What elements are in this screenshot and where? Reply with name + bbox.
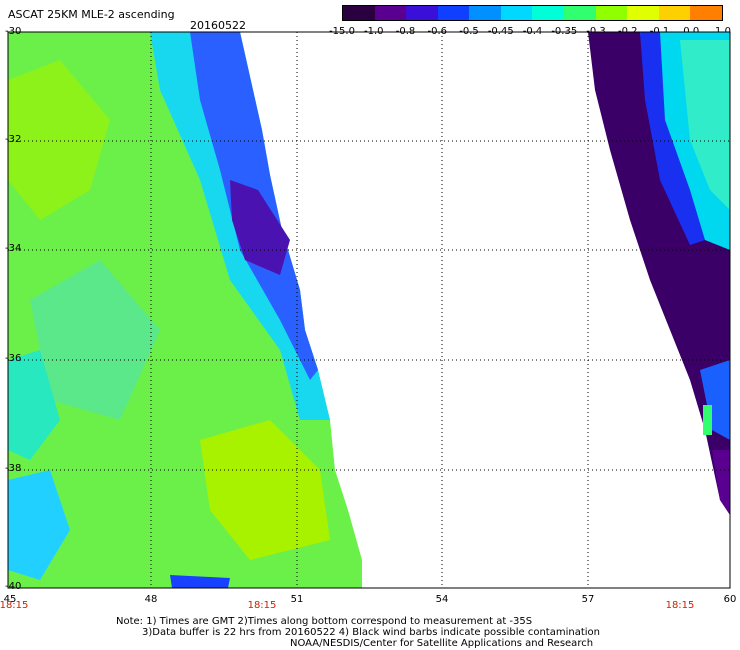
grid-lines <box>8 32 730 588</box>
lat-label-36: -36 <box>5 353 22 364</box>
lon-label-60: 60 <box>723 594 737 605</box>
colorbar-segment <box>437 6 470 20</box>
lon-label-57: 57 <box>581 594 595 605</box>
right-swath <box>588 32 730 515</box>
colorbar-segment <box>374 6 407 20</box>
lat-label-32: -32 <box>5 134 22 145</box>
note-line-2: 3)Data buffer is 22 hrs from 20160522 4)… <box>142 627 600 638</box>
product-date: 20160522 <box>190 19 246 32</box>
lat-label-34: -34 <box>5 243 22 254</box>
lon-label-48: 48 <box>144 594 158 605</box>
colorbar-segment <box>469 6 501 20</box>
colorbar-segment <box>627 6 659 20</box>
colorbar-segment <box>595 6 628 20</box>
time-label-left: 18:15 <box>0 600 29 611</box>
colorbar-segment <box>343 6 375 20</box>
colorbar-segment <box>690 6 722 20</box>
time-label-right: 18:15 <box>665 600 695 611</box>
left-swath <box>8 32 362 588</box>
colorbar-segment <box>564 6 596 20</box>
colorbar-segment <box>500 6 533 20</box>
lon-label-54: 54 <box>435 594 449 605</box>
colorbar-segment <box>532 6 565 20</box>
lat-label-38: -38 <box>5 463 22 474</box>
product-title: ASCAT 25KM MLE-2 ascending <box>8 8 175 21</box>
note-line-1: Note: 1) Times are GMT 2)Times along bot… <box>116 616 533 627</box>
time-label-mid: 18:15 <box>247 600 277 611</box>
lon-label-51: 51 <box>290 594 304 605</box>
note-line-3: NOAA/NESDIS/Center for Satellite Applica… <box>290 638 594 649</box>
colorbar-segment <box>406 6 438 20</box>
lon-label-45: 45 <box>3 594 17 605</box>
colorbar-segment <box>658 6 691 20</box>
lat-label-40: -40 <box>5 581 22 592</box>
lat-label-30: -30 <box>5 26 22 37</box>
colorbar <box>342 5 723 21</box>
